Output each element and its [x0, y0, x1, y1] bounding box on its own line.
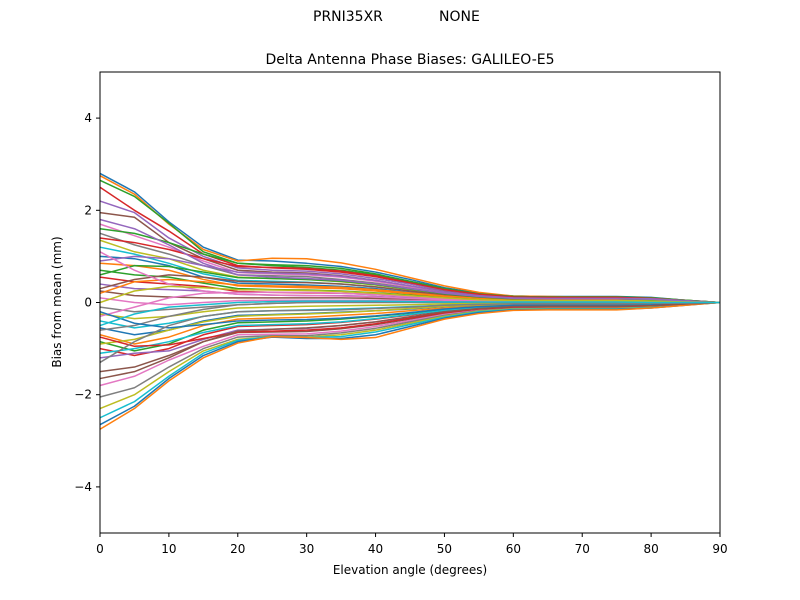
series-group [99, 172, 721, 430]
x-tick-label: 20 [230, 542, 245, 556]
x-tick-label: 40 [368, 542, 383, 556]
x-tick-label: 10 [161, 542, 176, 556]
y-tick-label: −2 [74, 388, 92, 402]
series-line-32 [99, 301, 721, 430]
series-line-42 [99, 278, 721, 304]
chart-title: Delta Antenna Phase Biases: GALILEO-E5 [265, 52, 554, 68]
y-tick-label: 4 [84, 111, 92, 125]
y-tick-label: 0 [84, 296, 92, 310]
series-line-49 [99, 285, 721, 304]
series-line-46 [99, 301, 721, 380]
series-line-48 [99, 301, 721, 364]
x-tick-label: 90 [712, 542, 727, 556]
suptitle-radome: NONE [439, 9, 480, 25]
y-tick-label: −4 [74, 480, 92, 494]
x-tick-label: 60 [506, 542, 521, 556]
series-line-45 [99, 218, 721, 304]
y-axis: −4 −2 0 2 4 [74, 111, 100, 494]
x-tick-label: 50 [437, 542, 452, 556]
series-line-34 [99, 237, 721, 304]
y-tick-label: 2 [84, 203, 92, 217]
suptitle-antenna: PRNI35XR [313, 9, 383, 25]
x-tick-label: 80 [643, 542, 658, 556]
y-axis-label: Bias from mean (mm) [50, 236, 64, 367]
x-axis: 0 10 20 30 40 50 60 70 80 90 [96, 533, 728, 556]
x-tick-label: 0 [96, 542, 104, 556]
x-tick-label: 30 [299, 542, 314, 556]
series-line-41 [99, 301, 721, 329]
x-axis-label: Elevation angle (degrees) [333, 563, 487, 577]
series-line-50 [99, 300, 720, 327]
x-tick-label: 70 [575, 542, 590, 556]
